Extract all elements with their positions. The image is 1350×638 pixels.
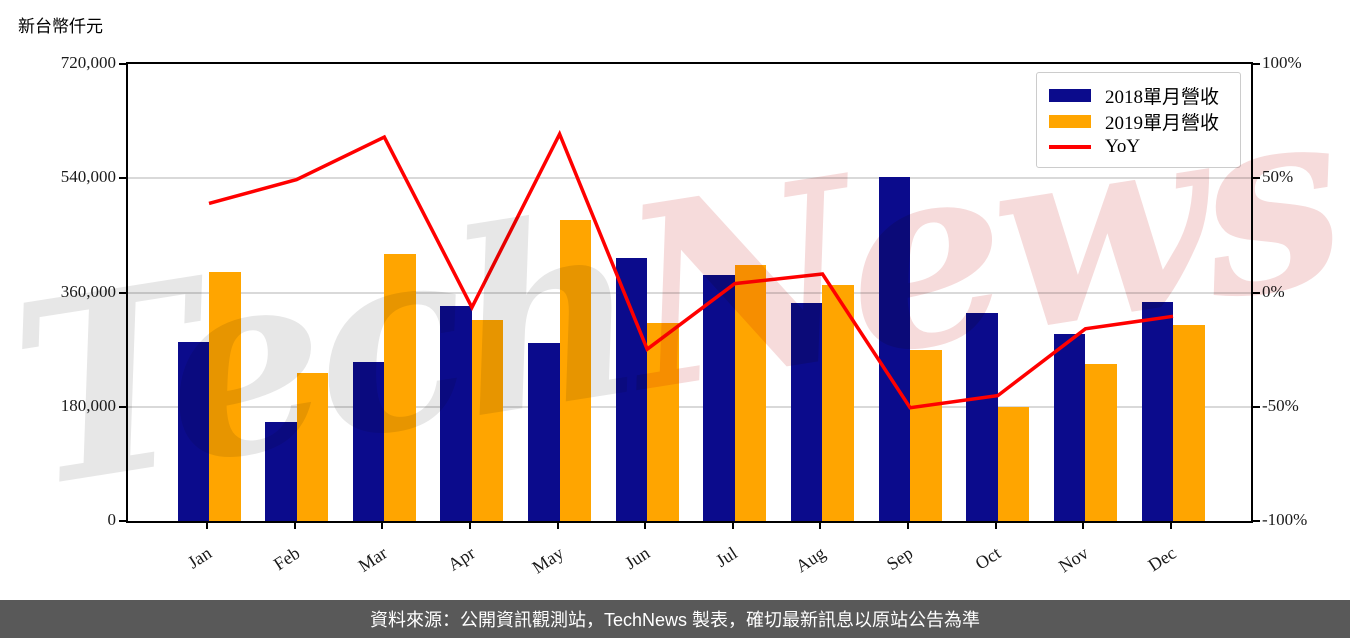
bar-2018-nov [1053, 333, 1086, 521]
bars-layer [128, 64, 1251, 521]
bar-2019-dec [1173, 324, 1205, 521]
y-left-tick-label: 540,000 [60, 167, 116, 187]
x-tick-label-apr: Apr [444, 542, 479, 575]
y-right-tick-mark [1253, 405, 1260, 408]
x-tick-mark [468, 523, 471, 529]
legend-item-2019: 2019單月營收 [1049, 108, 1230, 134]
y-right-tick-label: 0% [1262, 281, 1285, 301]
legend-label-2018: 2018單月營收 [1105, 86, 1220, 108]
bar-2018-oct [966, 312, 998, 521]
yoy-line [208, 129, 1174, 410]
bar-2019-oct [997, 406, 1030, 521]
legend-line-yoy-icon [1049, 145, 1091, 149]
bar-2018-jun [615, 257, 648, 521]
legend-item-2018: 2018單月營收 [1049, 82, 1230, 108]
bar-2018-feb [265, 421, 297, 521]
yoy-polyline [208, 129, 1174, 410]
x-tick-mark [819, 523, 822, 529]
x-tick-mark [293, 523, 296, 529]
y-left-tick-mark [119, 63, 126, 65]
gridline [128, 291, 1251, 294]
x-tick-mark [994, 523, 997, 529]
bar-2018-dec [1141, 302, 1174, 521]
y-right-tick-label: -50% [1262, 395, 1299, 415]
bar-2019-jul [734, 265, 767, 521]
bar-2018-jan [177, 342, 209, 521]
x-tick-label-may: May [528, 542, 567, 578]
legend-label-yoy: YoY [1105, 136, 1141, 157]
y-right-tick-mark [1253, 63, 1260, 65]
gridlines-layer [128, 64, 1251, 521]
bar-2019-sep [910, 350, 942, 521]
legend: 2018單月營收 2019單月營收 YoY [1036, 72, 1241, 168]
x-tick-label-mar: Mar [354, 542, 392, 576]
x-tick-label-jun: Jun [621, 542, 654, 574]
bar-2019-mar [384, 254, 416, 521]
x-tick-mark [731, 523, 734, 529]
gridline [128, 405, 1251, 408]
y-right-tick-mark [1253, 520, 1260, 522]
bar-2019-jan [209, 272, 241, 521]
y-left-tick-mark [119, 405, 126, 408]
x-tick-label-oct: Oct [971, 542, 1005, 574]
x-tick-label-aug: Aug [792, 542, 830, 577]
y-right-tick-label: 50% [1262, 167, 1294, 187]
y-left-tick-label: 720,000 [60, 53, 116, 72]
bar-2018-aug [790, 302, 823, 521]
gridline [128, 177, 1251, 180]
bar-2019-jun [647, 322, 679, 521]
y-left-tick-mark [119, 177, 126, 180]
y-right-tick-mark [1253, 291, 1260, 294]
y-right-tick-mark [1253, 177, 1260, 180]
x-tick-label-feb: Feb [269, 542, 304, 575]
x-tick-mark [556, 523, 559, 529]
x-tick-mark [1082, 523, 1085, 529]
legend-swatch-2018-icon [1049, 88, 1091, 102]
bar-2019-aug [822, 284, 854, 521]
bar-2019-apr [471, 319, 504, 521]
y-left-tick-mark [119, 520, 126, 522]
bar-2019-nov [1085, 363, 1117, 521]
x-tick-mark [381, 523, 384, 529]
legend-label-2019: 2019單月營收 [1105, 112, 1220, 134]
bar-2019-feb [296, 373, 329, 521]
x-tick-mark [1170, 523, 1173, 529]
bar-2018-may [528, 343, 560, 521]
bar-2018-sep [878, 176, 911, 521]
legend-swatch-2019-icon [1049, 114, 1091, 128]
x-tick-mark [644, 523, 647, 529]
plot-area: 2018單月營收 2019單月營收 YoY [126, 62, 1253, 523]
bar-2018-apr [440, 305, 472, 521]
x-tick-label-jul: Jul [712, 542, 741, 571]
footer-source-text: 資料來源：公開資訊觀測站，TechNews 製表，確切最新訊息以原站公告為準 [369, 610, 981, 630]
y-left-tick-label: 0 [107, 510, 117, 529]
footer-bar: 資料來源：公開資訊觀測站，TechNews 製表，確切最新訊息以原站公告為準 [0, 600, 1350, 638]
y-axis-unit-label: 新台幣仟元 [18, 17, 103, 36]
y-left-tick-label: 180,000 [60, 395, 116, 415]
y-left-tick-mark [119, 291, 126, 294]
x-tick-mark [206, 523, 208, 529]
legend-item-yoy: YoY [1049, 134, 1230, 160]
x-tick-label-sep: Sep [882, 542, 917, 575]
y-right-tick-label: -100% [1262, 510, 1308, 529]
x-tick-mark [907, 523, 910, 529]
y-left-tick-label: 360,000 [60, 281, 116, 301]
x-tick-label-jan: Jan [184, 542, 216, 573]
bar-2018-jul [703, 274, 735, 521]
y-right-tick-label: 100% [1262, 53, 1302, 72]
x-tick-label-nov: Nov [1055, 542, 1093, 577]
bar-2019-may [559, 220, 592, 521]
bar-2018-mar [352, 362, 385, 521]
x-tick-label-dec: Dec [1144, 542, 1180, 576]
